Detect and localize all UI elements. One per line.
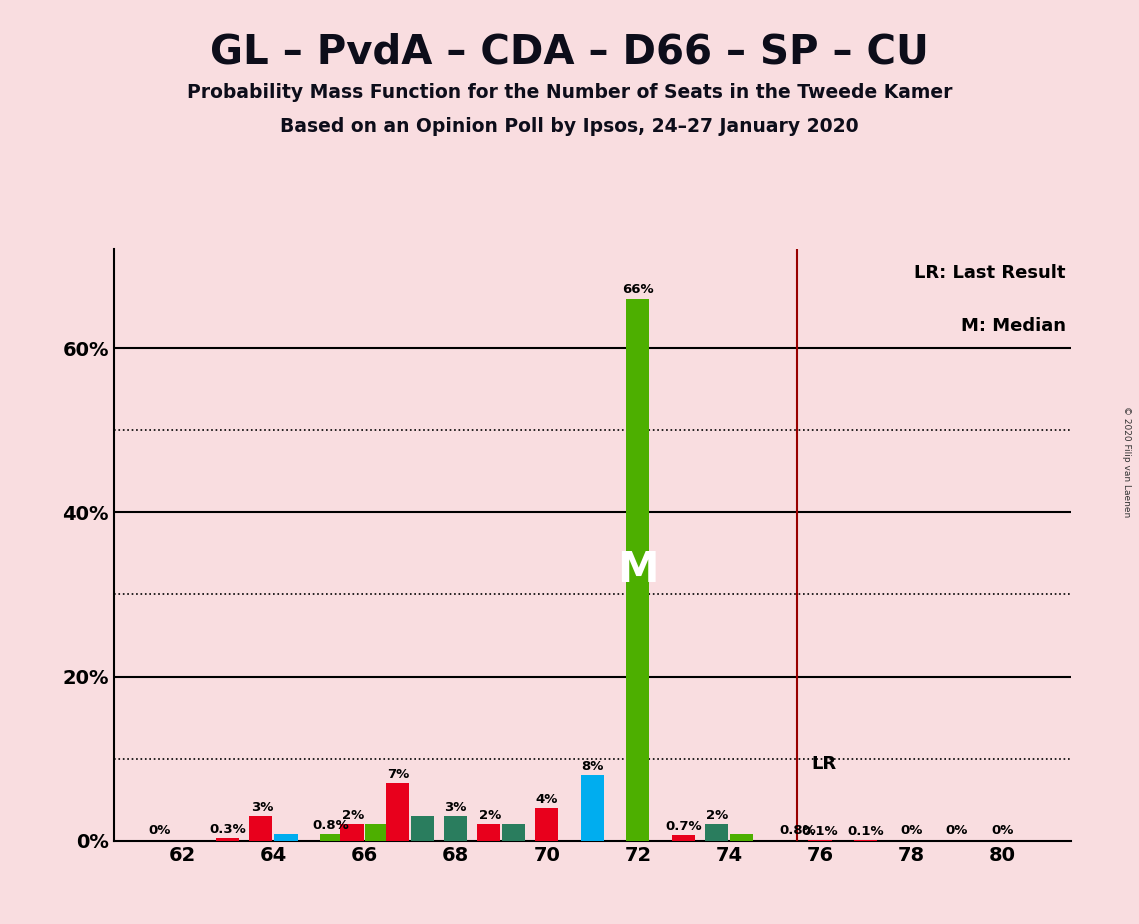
Bar <box>341 824 363 841</box>
Bar <box>366 824 388 841</box>
Text: 2%: 2% <box>342 808 364 822</box>
Bar <box>320 834 343 841</box>
Text: 3%: 3% <box>444 801 467 814</box>
Bar <box>502 824 525 841</box>
Bar <box>249 816 272 841</box>
Bar <box>444 816 467 841</box>
Text: 0.8%: 0.8% <box>312 819 349 832</box>
Text: Based on an Opinion Poll by Ipsos, 24–27 January 2020: Based on an Opinion Poll by Ipsos, 24–27… <box>280 117 859 137</box>
Text: 0.1%: 0.1% <box>847 824 884 837</box>
Text: 0%: 0% <box>945 823 968 837</box>
Text: 4%: 4% <box>535 793 558 806</box>
Bar <box>477 824 500 841</box>
Text: 8%: 8% <box>581 760 604 772</box>
Text: 0%: 0% <box>148 823 171 837</box>
Bar <box>535 808 558 841</box>
Text: 7%: 7% <box>387 768 410 781</box>
Bar <box>216 838 239 841</box>
Text: 0.7%: 0.7% <box>665 820 702 833</box>
Text: M: M <box>617 549 658 590</box>
Text: 0%: 0% <box>900 823 923 837</box>
Bar <box>705 824 728 841</box>
Text: 3%: 3% <box>251 801 273 814</box>
Text: 2%: 2% <box>706 808 729 822</box>
Text: 0%: 0% <box>991 823 1014 837</box>
Bar <box>386 784 409 841</box>
Bar <box>730 834 753 841</box>
Bar <box>626 298 649 841</box>
Text: LR: LR <box>811 756 836 773</box>
Text: 66%: 66% <box>622 284 654 297</box>
Bar <box>672 835 695 841</box>
Text: 0.1%: 0.1% <box>802 824 838 837</box>
Bar <box>411 816 434 841</box>
Text: GL – PvdA – CDA – D66 – SP – CU: GL – PvdA – CDA – D66 – SP – CU <box>210 32 929 72</box>
Bar <box>581 775 604 841</box>
Text: Probability Mass Function for the Number of Seats in the Tweede Kamer: Probability Mass Function for the Number… <box>187 83 952 103</box>
Bar <box>274 834 297 841</box>
Text: © 2020 Filip van Laenen: © 2020 Filip van Laenen <box>1122 407 1131 517</box>
Text: 0.8%: 0.8% <box>779 823 816 837</box>
Text: 2%: 2% <box>478 808 501 822</box>
Text: 0.3%: 0.3% <box>210 823 246 836</box>
Text: M: Median: M: Median <box>961 318 1066 335</box>
Text: LR: Last Result: LR: Last Result <box>915 264 1066 282</box>
